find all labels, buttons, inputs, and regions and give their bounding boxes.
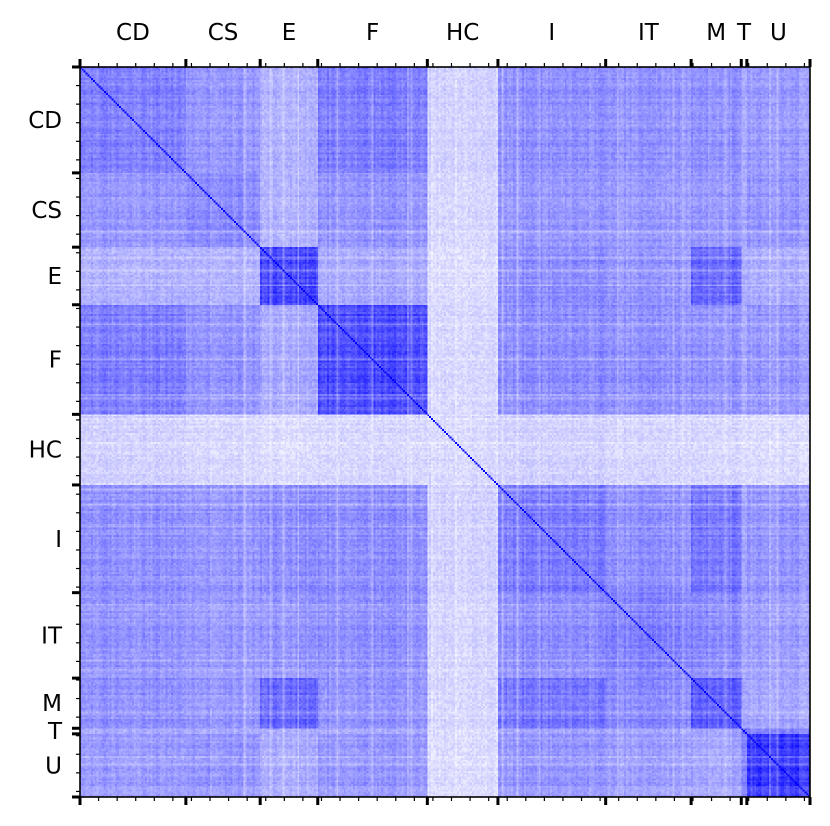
heatmap-matrix-image [80,67,810,797]
x-tick-label-m: M [706,20,726,46]
y-tick-label-cs: CS [31,198,62,224]
y-tick-label-hc: HC [29,438,62,464]
heatmap-cells [80,67,810,797]
y-tick-label-it: IT [41,623,63,649]
y-tick-label-i: I [55,527,62,553]
y-tick-label-e: E [47,264,62,290]
y-tick-label-m: M [42,691,62,717]
x-tick-label-e: E [282,20,297,46]
y-tick-label-t: T [47,719,63,745]
y-tick-label-f: F [49,348,62,374]
y-tick-label-cd: CD [28,108,62,134]
x-tick-label-u: U [770,20,787,46]
x-tick-label-cs: CS [208,20,239,46]
x-tick-label-it: IT [638,20,660,46]
x-tick-label-hc: HC [446,20,479,46]
x-tick-label-i: I [548,20,555,46]
x-tick-label-cd: CD [116,20,150,46]
x-tick-label-t: T [736,20,752,46]
axis-ticks [72,59,812,805]
y-tick-label-u: U [45,753,62,779]
plot-frame [79,66,811,798]
x-tick-label-f: F [366,20,379,46]
